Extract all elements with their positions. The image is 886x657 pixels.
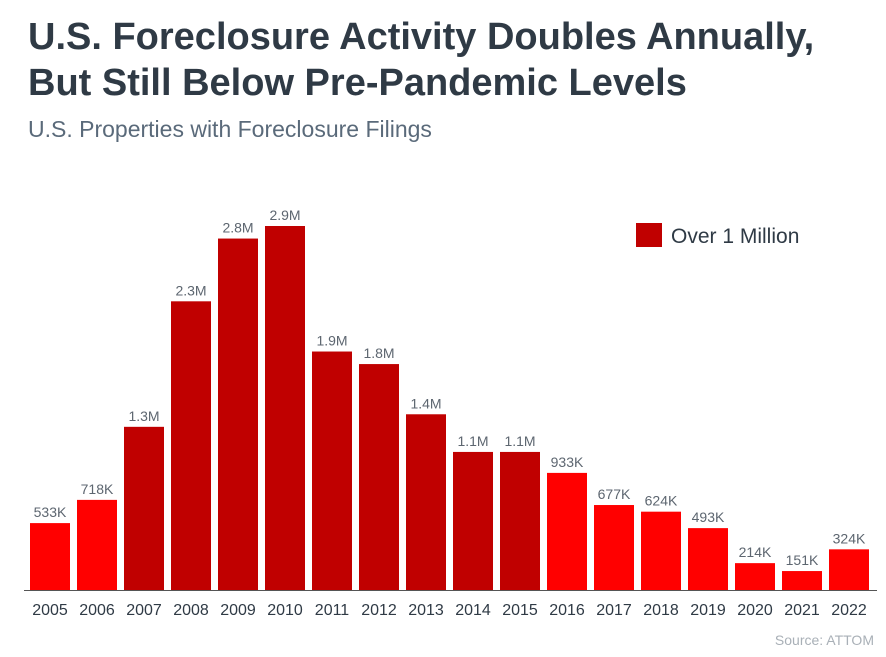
chart-subtitle: U.S. Properties with Foreclosure Filings xyxy=(28,116,432,142)
bar-value-label-2021: 151K xyxy=(786,552,819,568)
bar-value-label-2015: 1.1M xyxy=(504,433,535,449)
bar-labels-group: 533K 718K 1.3M 2.3M 2.8M 2.9M 1.9M 1.8M 1.4M 1.1M… xyxy=(34,207,866,568)
bar-2007 xyxy=(124,426,164,590)
bar-2005 xyxy=(30,523,70,590)
bar-2010 xyxy=(265,226,305,590)
bar-2018 xyxy=(641,511,681,590)
x-tick-label-2010: 2010 xyxy=(267,602,303,619)
x-tick-label-2016: 2016 xyxy=(549,602,585,619)
bar-2019 xyxy=(688,528,728,590)
bar-2013 xyxy=(406,414,446,590)
bars-group xyxy=(30,226,869,590)
bar-value-label-2016: 933K xyxy=(551,454,584,470)
x-tick-label-2007: 2007 xyxy=(126,602,162,619)
x-tick-labels-group: 2005 2006 2007 2008 2009 2010 2011 2012 2013 2014… xyxy=(32,602,867,619)
x-tick-label-2013: 2013 xyxy=(408,602,444,619)
x-tick-label-2020: 2020 xyxy=(737,602,773,619)
source-note: Source: ATTOM xyxy=(774,632,874,648)
chart-title-line-2: But Still Below Pre-Pandemic Levels xyxy=(28,62,687,104)
x-tick-label-2022: 2022 xyxy=(831,602,867,619)
bar-value-label-2008: 2.3M xyxy=(175,282,206,298)
bar-value-label-2006: 718K xyxy=(81,481,114,497)
bar-2008 xyxy=(171,301,211,590)
x-tick-label-2014: 2014 xyxy=(455,602,491,619)
bar-value-label-2010: 2.9M xyxy=(269,207,300,223)
bar-value-label-2005: 533K xyxy=(34,504,67,520)
x-tick-label-2011: 2011 xyxy=(315,602,350,619)
bar-2012 xyxy=(359,364,399,590)
bar-2016 xyxy=(547,472,587,590)
bar-value-label-2018: 624K xyxy=(645,493,678,509)
x-tick-label-2017: 2017 xyxy=(596,602,632,619)
bar-2009 xyxy=(218,238,258,590)
chart-title-line-1: U.S. Foreclosure Activity Doubles Annual… xyxy=(28,16,815,58)
x-tick-label-2015: 2015 xyxy=(502,602,538,619)
bar-value-label-2020: 214K xyxy=(739,544,772,560)
bar-2006 xyxy=(77,499,117,590)
legend-label-over-1-million: Over 1 Million xyxy=(671,225,799,248)
x-tick-label-2019: 2019 xyxy=(690,602,726,619)
bar-value-label-2019: 493K xyxy=(692,509,725,525)
x-tick-label-2005: 2005 xyxy=(32,602,68,619)
bar-value-label-2007: 1.3M xyxy=(128,408,159,424)
bar-value-label-2009: 2.8M xyxy=(222,220,253,236)
bar-value-label-2013: 1.4M xyxy=(410,395,441,411)
bar-2015 xyxy=(500,451,540,590)
bar-2022 xyxy=(829,549,869,590)
bar-2017 xyxy=(594,505,634,590)
bar-value-label-2017: 677K xyxy=(598,486,631,502)
x-tick-label-2021: 2021 xyxy=(784,602,820,619)
bar-value-label-2014: 1.1M xyxy=(457,433,488,449)
x-tick-label-2008: 2008 xyxy=(173,602,209,619)
chart-title: U.S. Foreclosure Activity Doubles Annual… xyxy=(28,14,878,106)
bar-value-label-2011: 1.9M xyxy=(316,333,347,349)
legend: Over 1 Million xyxy=(636,223,799,248)
bar-value-label-2012: 1.8M xyxy=(363,345,394,361)
x-tick-label-2012: 2012 xyxy=(361,602,397,619)
bar-2014 xyxy=(453,451,493,590)
bar-2011 xyxy=(312,351,352,590)
bar-value-label-2022: 324K xyxy=(833,530,866,546)
x-tick-label-2009: 2009 xyxy=(220,602,256,619)
bar-2020 xyxy=(735,563,775,590)
x-tick-label-2006: 2006 xyxy=(79,602,115,619)
legend-swatch-over-1-million xyxy=(636,223,662,247)
x-tick-label-2018: 2018 xyxy=(643,602,679,619)
bar-2021 xyxy=(782,571,822,590)
